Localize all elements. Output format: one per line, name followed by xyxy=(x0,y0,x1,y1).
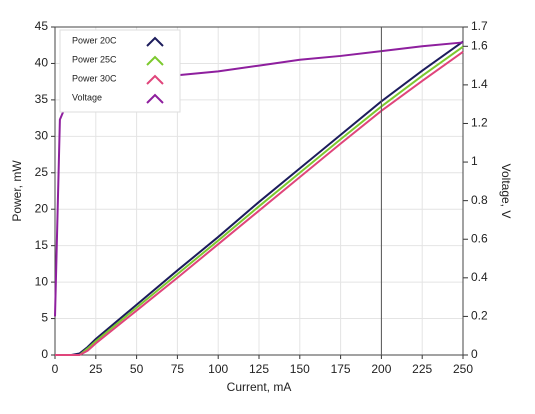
x-tick-label: 100 xyxy=(208,362,228,376)
y2-axis-label: Voltage, V xyxy=(499,164,513,219)
plot-frame xyxy=(54,26,464,356)
y-tick-label: 35 xyxy=(35,92,49,106)
x-tick-label: 200 xyxy=(371,362,391,376)
y-tick-label: 20 xyxy=(35,201,49,215)
y2-tick-label: 0.6 xyxy=(471,231,488,245)
x-tick-label: 75 xyxy=(171,362,185,376)
legend-text: Voltage xyxy=(72,92,102,102)
legend-marker xyxy=(146,93,164,104)
legend-text: Power 25C xyxy=(72,54,117,64)
legend-marker xyxy=(146,55,164,66)
y2-tick-label: 0.4 xyxy=(471,270,488,284)
x-tick-label: 125 xyxy=(249,362,269,376)
y-tick-label: 15 xyxy=(35,238,49,252)
x-tick-label: 250 xyxy=(453,362,473,376)
y2-tick-label: 0.2 xyxy=(471,309,488,323)
y-tick-label: 10 xyxy=(35,274,49,288)
legend-marker xyxy=(146,74,164,85)
x-tick-label: 175 xyxy=(331,362,351,376)
y-tick-label: 40 xyxy=(35,56,49,70)
legend-text: Power 20C xyxy=(72,35,117,45)
y2-tick-label: 1.2 xyxy=(471,116,488,130)
y2-tick-label: 1.7 xyxy=(471,19,488,33)
y-tick-label: 0 xyxy=(41,347,48,361)
x-tick-label: 0 xyxy=(52,362,59,376)
legend-marker xyxy=(146,36,164,47)
y2-tick-label: 0.8 xyxy=(471,193,488,207)
x-tick-label: 225 xyxy=(412,362,432,376)
y2-tick-label: 1.6 xyxy=(471,38,488,52)
y2-tick-label: 0 xyxy=(471,347,478,361)
y2-tick-label: 1 xyxy=(471,154,478,168)
x-axis-label: Current, mA xyxy=(227,380,292,394)
legend-text: Power 30C xyxy=(72,73,117,83)
y-tick-label: 30 xyxy=(35,129,49,143)
y-tick-label: 45 xyxy=(35,19,49,33)
y-axis-label: Power, mW xyxy=(10,160,24,222)
line xyxy=(55,50,464,356)
x-tick-label: 50 xyxy=(130,362,144,376)
y-tick-label: 5 xyxy=(41,311,48,325)
y2-tick-label: 1.4 xyxy=(471,77,488,91)
x-tick-label: 25 xyxy=(89,362,103,376)
y-tick-label: 25 xyxy=(35,165,49,179)
x-tick-label: 150 xyxy=(290,362,310,376)
